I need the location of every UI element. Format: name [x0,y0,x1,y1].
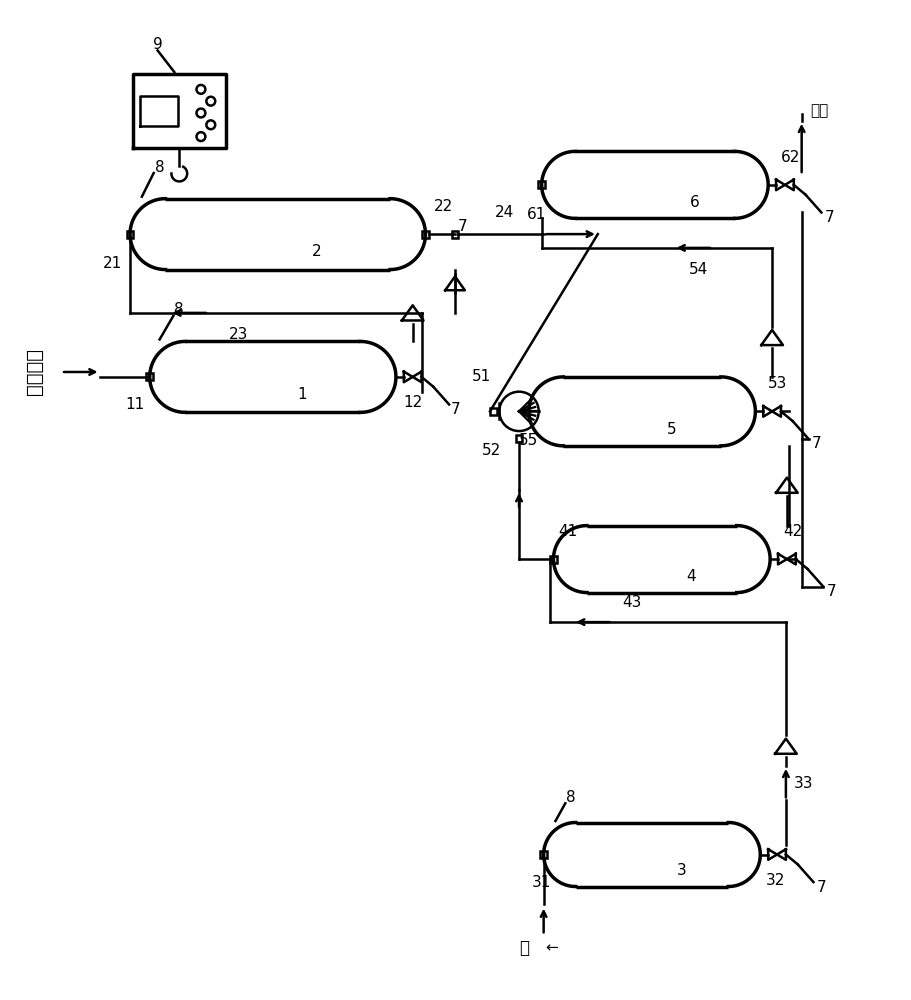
Text: 7: 7 [824,210,834,225]
Bar [489,408,496,415]
Bar [451,231,458,238]
Text: 42: 42 [783,524,802,539]
Bar [515,435,522,442]
Bar [146,373,153,380]
Text: 53: 53 [767,376,787,391]
Bar [127,231,133,238]
Text: 2: 2 [312,244,322,259]
Text: 51: 51 [472,369,491,384]
Text: 水: 水 [518,939,528,957]
Text: ←: ← [545,941,558,956]
Text: 43: 43 [622,595,641,610]
Text: 3: 3 [676,863,686,878]
Text: 7: 7 [457,219,467,234]
Text: 31: 31 [531,875,551,890]
Bar [422,231,428,238]
Text: 成品: 成品 [809,104,827,119]
Text: 6: 6 [689,195,699,210]
Bar [537,181,545,188]
Text: 11: 11 [125,397,145,412]
Text: 55: 55 [518,433,537,448]
Text: 22: 22 [433,199,453,214]
Text: 8: 8 [174,302,184,317]
Text: 32: 32 [764,873,783,888]
Text: 21: 21 [103,256,122,271]
Text: 24: 24 [494,205,513,220]
Text: 8: 8 [155,160,164,175]
Text: 1: 1 [297,387,307,402]
Text: 23: 23 [229,327,248,342]
Text: 33: 33 [793,776,813,791]
Text: 7: 7 [815,880,825,895]
Text: 7: 7 [825,584,835,599]
Bar [539,851,547,858]
Bar [549,556,557,563]
Text: 8: 8 [566,790,576,805]
Text: 61: 61 [527,207,546,222]
Text: 9: 9 [152,37,162,52]
Text: 7: 7 [811,436,820,451]
Text: 植物原料: 植物原料 [25,348,44,395]
Text: 7: 7 [451,402,460,417]
Text: 52: 52 [481,443,500,458]
Text: 4: 4 [686,569,695,584]
Text: 54: 54 [688,262,707,277]
Text: 41: 41 [558,524,578,539]
Text: 12: 12 [403,395,422,410]
Text: 62: 62 [781,150,800,165]
Text: 5: 5 [666,422,676,437]
